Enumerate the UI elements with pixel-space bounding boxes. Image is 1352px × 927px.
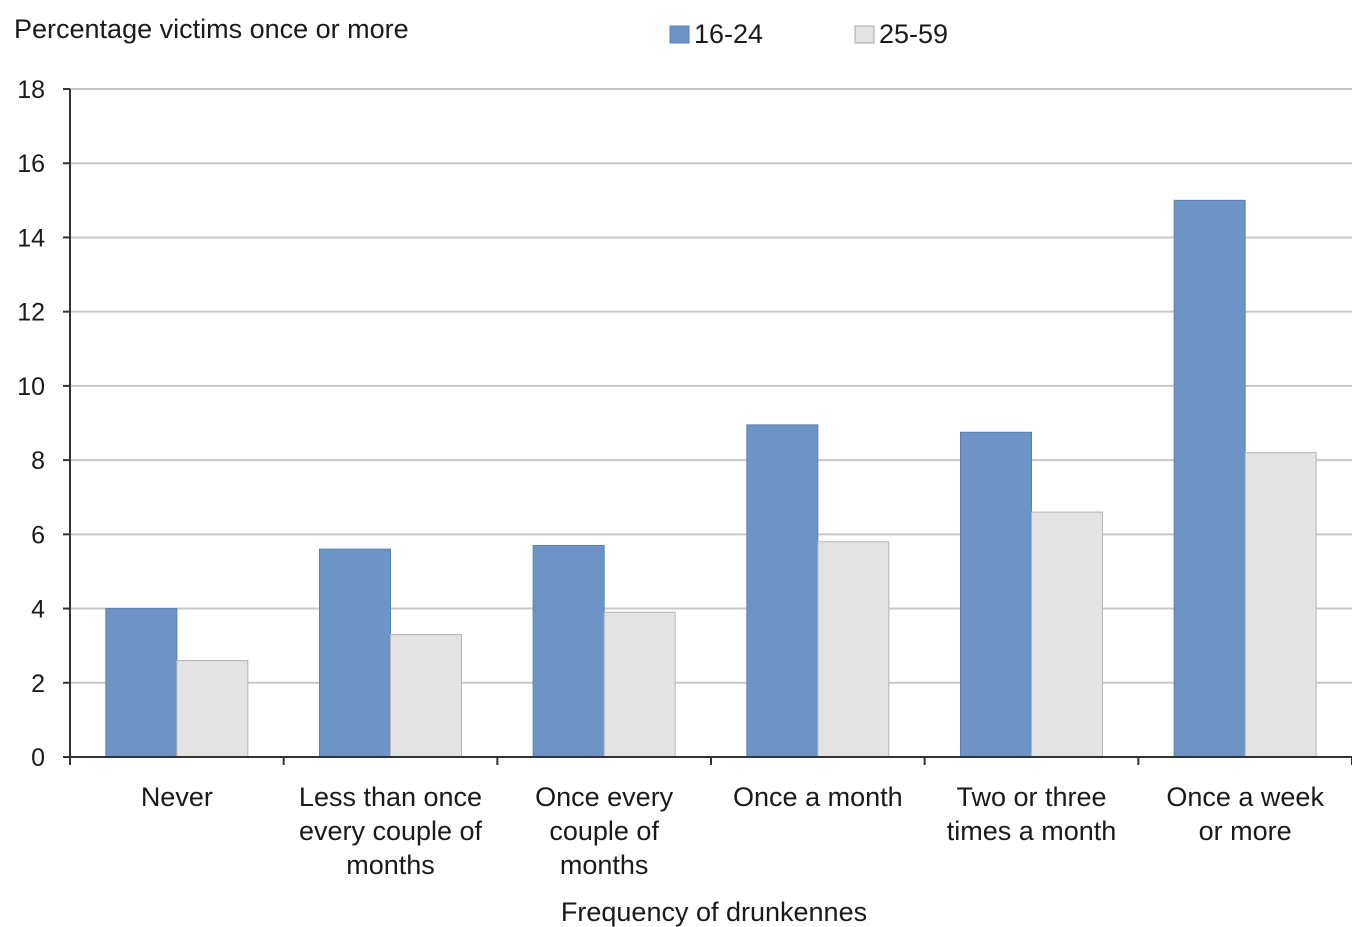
x-category-label-line: times a month: [947, 816, 1117, 846]
x-category-label: Once a month: [733, 782, 903, 812]
x-category-label-line: months: [560, 850, 649, 880]
bars: [106, 200, 1316, 757]
x-category-label-line: Once a week: [1166, 782, 1324, 812]
legend-label: 25-59: [879, 19, 948, 49]
bar-16-24: [320, 549, 391, 757]
y-tick-label: 18: [17, 76, 45, 104]
x-axis-title: Frequency of drunkennes: [561, 897, 867, 927]
y-tick-label: 14: [17, 224, 45, 252]
x-category-label-line: Two or three: [956, 782, 1106, 812]
x-axis-categories: Never Less than once every couple of months…: [70, 757, 1352, 880]
bar-25-59: [604, 612, 675, 757]
x-category-label: Once every couple of months: [535, 782, 674, 880]
legend-label: 16-24: [694, 19, 763, 49]
bar-25-59: [391, 635, 462, 757]
legend-swatch: [855, 26, 874, 43]
y-tick-label: 0: [31, 744, 45, 772]
x-category-label-line: every couple of: [299, 816, 483, 846]
bar-25-59: [1032, 512, 1103, 757]
y-tick-label: 16: [17, 150, 45, 178]
y-tick-label: 8: [31, 447, 45, 475]
x-category-label-line: months: [346, 850, 435, 880]
y-tick-label: 6: [31, 521, 45, 549]
bar-16-24: [533, 545, 604, 757]
x-category-label-line: Never: [141, 782, 213, 812]
x-category-label-line: or more: [1199, 816, 1292, 846]
x-category-label: Two or three times a month: [947, 782, 1117, 846]
bar-16-24: [106, 609, 177, 757]
x-category-label-line: couple of: [549, 816, 659, 846]
bar-25-59: [177, 661, 248, 757]
y-tick-label: 4: [31, 596, 45, 624]
axes: [70, 89, 1352, 757]
y-axis-title: Percentage victims once or more: [14, 14, 409, 44]
y-tick-label: 10: [17, 373, 45, 401]
bar-25-59: [1245, 453, 1316, 757]
legend: 16-24 25-59: [670, 19, 948, 49]
x-category-label: Never: [141, 782, 213, 812]
grid-lines: [70, 89, 1352, 683]
y-axis-ticks: 0 2 4 6 8 10 12 14 16 18: [17, 76, 70, 772]
bar-16-24: [1174, 200, 1245, 757]
bar-16-24: [747, 425, 818, 757]
bar-25-59: [818, 542, 889, 757]
x-category-label-line: Once every: [535, 782, 674, 812]
legend-swatch: [670, 26, 689, 43]
y-tick-label: 12: [17, 299, 45, 327]
x-category-label: Once a week or more: [1166, 782, 1324, 846]
y-tick-label: 2: [31, 670, 45, 698]
x-category-label-line: Once a month: [733, 782, 903, 812]
bar-16-24: [961, 432, 1032, 757]
x-category-label: Less than once every couple of months: [299, 782, 483, 880]
x-category-label-line: Less than once: [299, 782, 482, 812]
